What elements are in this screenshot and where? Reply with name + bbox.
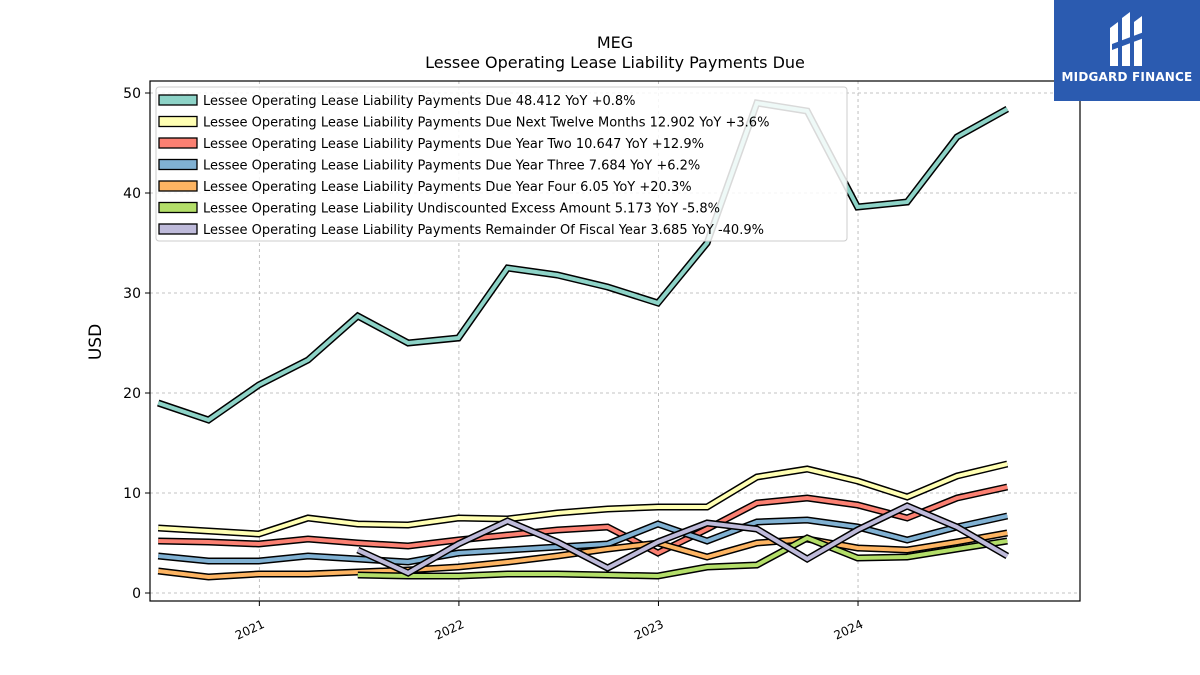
series-line-stroke: [357, 535, 1008, 579]
legend-swatch: [158, 115, 198, 128]
brand-logo: MIDGARD FINANCE: [1054, 0, 1200, 101]
series-line-stroke: [158, 485, 1008, 556]
legend-swatch: [158, 137, 198, 149]
series-line-7: [356, 502, 1010, 577]
legend-entry: Lessee Operating Lease Liability Payment…: [203, 180, 692, 195]
legend-swatch: [158, 158, 198, 171]
legend-entry: Lessee Operating Lease Liability Payment…: [203, 137, 704, 152]
legend-entry: Lessee Operating Lease Liability Payment…: [203, 159, 700, 174]
series-line-stroke: [356, 503, 1009, 576]
legend: Lessee Operating Lease Liability Payment…: [155, 86, 848, 242]
y-tick-label: 40: [123, 186, 141, 202]
series-lines: [157, 99, 1010, 581]
series-line-1: [157, 99, 1010, 424]
legend-swatch: [158, 94, 198, 106]
series-line-3: [158, 483, 1009, 557]
series-line-stroke: [158, 462, 1008, 537]
x-tick-label: 2024: [832, 617, 866, 643]
x-tick-label: 2022: [433, 617, 467, 643]
series-line-stroke: [157, 100, 1009, 423]
series-line-2: [157, 460, 1009, 538]
plot-frame: [149, 80, 1081, 602]
y-tick-label: 0: [132, 586, 141, 602]
legend-swatch: [158, 180, 198, 192]
legend-entry: Lessee Operating Lease Liability Payment…: [203, 116, 769, 131]
midgard-logo-icon: [1110, 12, 1144, 66]
y-tick-label: 30: [123, 286, 141, 302]
legend-swatch: [158, 201, 198, 214]
x-tick-label: 2023: [632, 617, 666, 643]
legend-entry: Lessee Operating Lease Liability Payment…: [203, 94, 636, 109]
brand-name: MIDGARD FINANCE: [1061, 70, 1193, 84]
series-line-6: [357, 534, 1008, 580]
y-tick-label: 20: [123, 386, 141, 402]
y-axis-label: USD: [86, 324, 106, 360]
legend-entry: Lessee Operating Lease Liability Payment…: [203, 223, 764, 238]
legend-entry: Lessee Operating Lease Liability Undisco…: [203, 202, 720, 217]
chart-subtitle: Lessee Operating Lease Liability Payment…: [425, 53, 805, 72]
legend-swatch: [158, 223, 198, 235]
x-tick-label: 2021: [233, 617, 267, 643]
chart-title: MEG: [597, 33, 633, 52]
y-tick-label: 10: [123, 486, 141, 502]
legend-box: [155, 86, 848, 242]
y-tick-label: 50: [123, 86, 141, 102]
